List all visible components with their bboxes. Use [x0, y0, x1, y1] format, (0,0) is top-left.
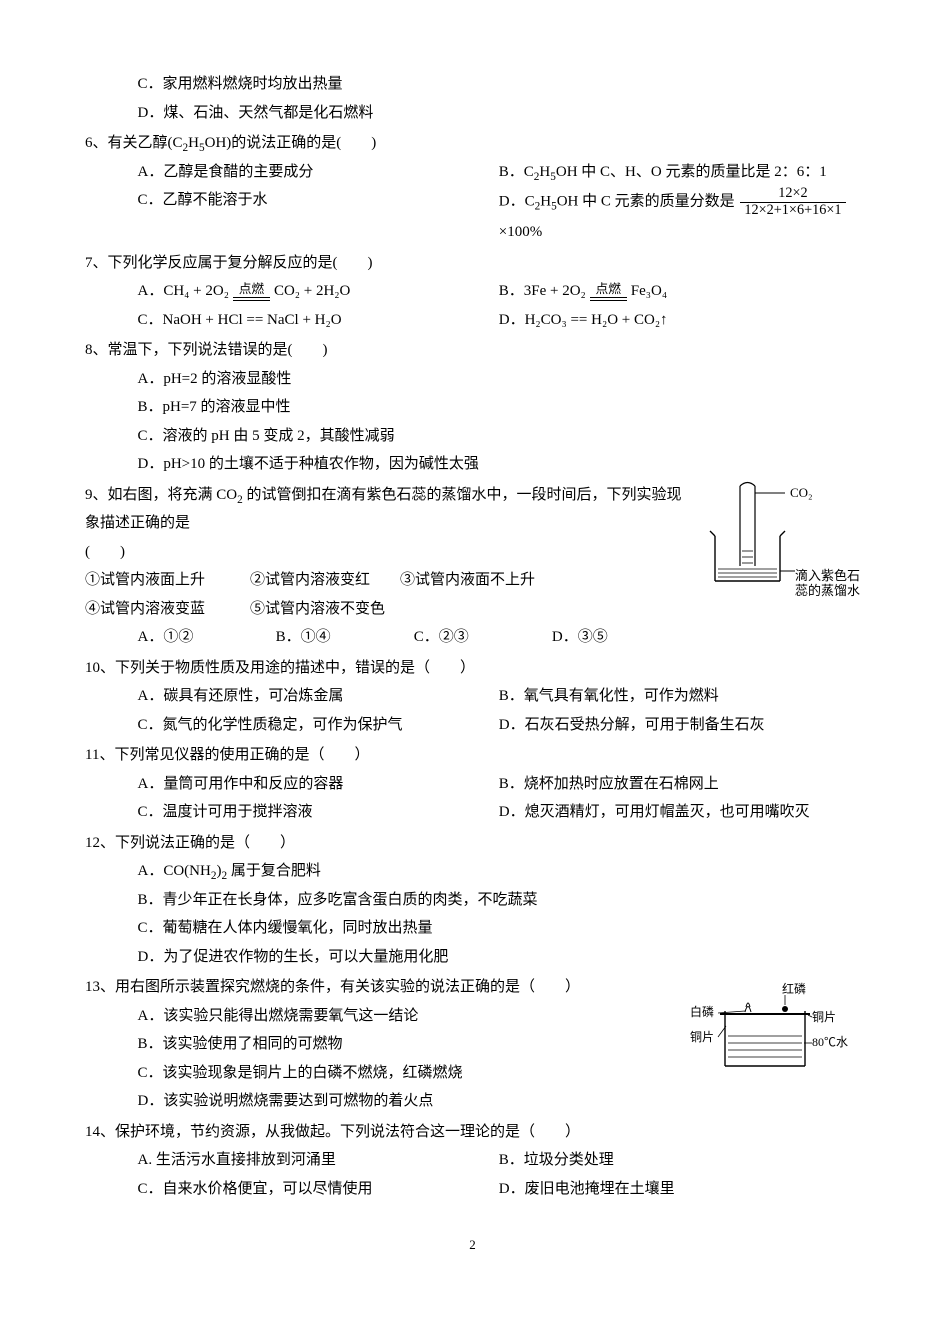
q11-stem: 11、下列常见仪器的使用正确的是（ ）: [85, 741, 860, 770]
svg-text:铜片: 铜片: [690, 1029, 714, 1044]
svg-text:铜片: 铜片: [812, 1009, 836, 1024]
q7-opt-d: D．H₂CO₃ == H₂O + CO₂↑: [499, 306, 860, 335]
q9-figure: CO₂ 滴入紫色石 蕊的蒸馏水: [700, 481, 860, 641]
q6-opt-a: A．乙醇是食醋的主要成分: [138, 158, 499, 187]
q14-opt-d: D．废旧电池掩埋在土壤里: [499, 1175, 860, 1204]
q12-opt-b: B．青少年正在长身体，应多吃富含蛋白质的肉类，不吃蔬菜: [138, 886, 861, 915]
q14-opt-b: B．垃圾分类处理: [499, 1146, 860, 1175]
q10-opt-a: A．碳具有还原性，可冶炼金属: [138, 682, 499, 711]
q14: 14、保护环境，节约资源，从我做起。下列说法符合这一理论的是（ ） A. 生活污…: [85, 1118, 860, 1204]
q12: 12、下列说法正确的是（ ） A．CO(NH2)2 属于复合肥料 B．青少年正在…: [85, 829, 860, 972]
q10-opt-c: C．氮气的化学性质稳定，可作为保护气: [138, 711, 499, 740]
q11-opt-d: D．熄灭酒精灯，可用灯帽盖灭，也可用嘴吹灭: [499, 798, 860, 827]
q12-opt-d: D．为了促进农作物的生长，可以大量施用化肥: [138, 943, 861, 972]
q12-opt-a: A．CO(NH2)2 属于复合肥料: [138, 857, 861, 886]
q6: 6、有关乙醇(C2H5OH)的说法正确的是( ) A．乙醇是食醋的主要成分 B．…: [85, 129, 860, 247]
q10: 10、下列关于物质性质及用途的描述中，错误的是（ ） A．碳具有还原性，可冶炼金…: [85, 654, 860, 740]
q8: 8、常温下，下列说法错误的是( ) A．pH=2 的溶液显酸性 B．pH=7 的…: [85, 336, 860, 479]
q11-opt-b: B．烧杯加热时应放置在石棉网上: [499, 770, 860, 799]
q6-opt-c: C．乙醇不能溶于水: [138, 186, 499, 247]
q12-stem: 12、下列说法正确的是（ ）: [85, 829, 860, 858]
q8-opt-c: C．溶液的 pH 由 5 变成 2，其酸性减弱: [138, 422, 861, 451]
q9-note2: 蕊的蒸馏水: [795, 583, 860, 598]
fraction: 12×2 12×2+1×6+16×1: [740, 186, 845, 218]
svg-text:红磷: 红磷: [782, 981, 806, 996]
q9-note1: 滴入紫色石: [795, 568, 860, 583]
q14-opt-c: C．自来水价格便宜，可以尽情使用: [138, 1175, 499, 1204]
q11: 11、下列常见仪器的使用正确的是（ ） A．量筒可用作中和反应的容器 B．烧杯加…: [85, 741, 860, 827]
q6-opt-d: D．C2H5OH 中 C 元素的质量分数是 12×2 12×2+1×6+16×1…: [499, 186, 860, 247]
q13-opt-d: D．该实验说明燃烧需要达到可燃物的着火点: [138, 1087, 861, 1116]
q12-opt-c: C．葡萄糖在人体内缓慢氧化，同时放出热量: [138, 914, 861, 943]
q10-stem: 10、下列关于物质性质及用途的描述中，错误的是（ ）: [85, 654, 860, 683]
q9: CO₂ 滴入紫色石 蕊的蒸馏水 9、如右图，将充满 CO2 的试管倒扣在滴有紫: [85, 481, 860, 652]
reaction-arrow: 点燃: [233, 283, 271, 301]
q13: 红磷 白磷 铜片 铜片 80℃水 13、用右图所示装置探究燃烧的条件，有关该实验…: [85, 973, 860, 1116]
q7-opt-c: C．NaOH + HCl == NaCl + H₂O: [138, 306, 499, 335]
q7-stem: 7、下列化学反应属于复分解反应的是( ): [85, 249, 860, 278]
q8-stem: 8、常温下，下列说法错误的是( ): [85, 336, 860, 365]
reaction-arrow: 点燃: [590, 283, 628, 301]
q11-opt-c: C．温度计可用于搅拌溶液: [138, 798, 499, 827]
q7: 7、下列化学反应属于复分解反应的是( ) A．CH₄ + 2O₂ 点燃 CO₂ …: [85, 249, 860, 335]
q9-opt-d: D．③⑤: [552, 623, 690, 652]
q13-figure: 红磷 白磷 铜片 铜片 80℃水: [690, 981, 860, 1090]
q5-options: C．家用燃料燃烧时均放出热量 D．煤、石油、天然气都是化石燃料: [85, 70, 860, 127]
q9-opt-c: C．②③: [414, 623, 552, 652]
q7-opt-a: A．CH₄ + 2O₂ 点燃 CO₂ + 2H₂O: [138, 277, 499, 306]
q6-opt-b: B．C2H5OH 中 C、H、O 元素的质量比是 2：6：1: [499, 158, 860, 187]
q5-opt-d: D．煤、石油、天然气都是化石燃料: [138, 99, 861, 128]
svg-text:白磷: 白磷: [690, 1004, 714, 1019]
q10-opt-b: B．氧气具有氧化性，可作为燃料: [499, 682, 860, 711]
co2-label: CO₂: [790, 485, 813, 500]
q11-opt-a: A．量筒可用作中和反应的容器: [138, 770, 499, 799]
q9-opt-a: A．①②: [138, 623, 276, 652]
q7-opt-b: B．3Fe + 2O₂ 点燃 Fe₃O₄: [499, 277, 860, 306]
q10-opt-d: D．石灰石受热分解，可用于制备生石灰: [499, 711, 860, 740]
q14-opt-a: A. 生活污水直接排放到河涌里: [138, 1146, 499, 1175]
q5-opt-c: C．家用燃料燃烧时均放出热量: [138, 70, 861, 99]
q9-opt-b: B．①④: [276, 623, 414, 652]
q8-opt-a: A．pH=2 的溶液显酸性: [138, 365, 861, 394]
q14-stem: 14、保护环境，节约资源，从我做起。下列说法符合这一理论的是（ ）: [85, 1118, 860, 1147]
page-number: 2: [85, 1233, 860, 1258]
q6-stem: 6、有关乙醇(C2H5OH)的说法正确的是( ): [85, 129, 860, 158]
q8-opt-b: B．pH=7 的溶液显中性: [138, 393, 861, 422]
q8-opt-d: D．pH>10 的土壤不适于种植农作物，因为碱性太强: [138, 450, 861, 479]
svg-text:80℃水: 80℃水: [812, 1035, 848, 1049]
